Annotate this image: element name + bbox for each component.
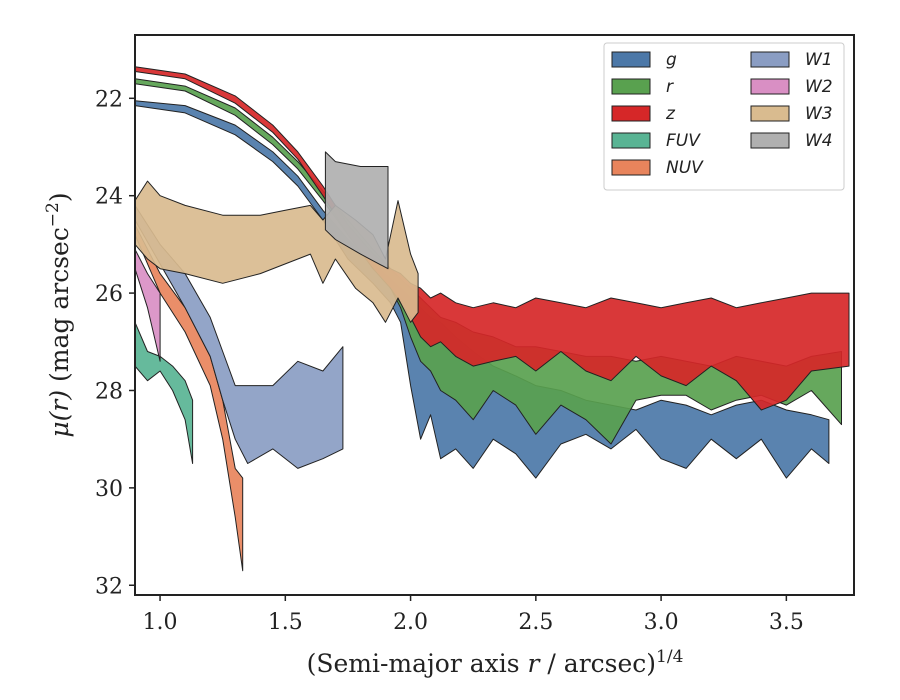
y-tick-label: 30 <box>95 477 123 502</box>
x-tick-label: 2.5 <box>518 610 553 635</box>
legend-label-w3: W3 <box>805 104 833 124</box>
legend-label-g: g <box>666 50 677 70</box>
legend-swatch-w4 <box>750 132 790 149</box>
legend-label-w4: W4 <box>805 131 833 151</box>
legend-swatch-w2 <box>750 78 790 95</box>
legend-swatch-w3 <box>750 105 790 122</box>
y-axis: 22 24 26 28 30 32 <box>95 87 135 599</box>
legend-swatch-g <box>611 51 651 68</box>
y-tick-label: 22 <box>95 87 123 112</box>
x-axis-label: (Semi-major axis r / arcsec)1/4 <box>307 647 684 678</box>
x-tick-label: 1.0 <box>143 610 178 635</box>
legend-label-nuv: NUV <box>666 158 704 178</box>
legend-label-w1: W1 <box>805 50 833 70</box>
x-tick-label: 2.0 <box>393 610 428 635</box>
legend-swatch-fuv <box>611 132 651 149</box>
series-layer <box>135 66 850 572</box>
series-band-w4 <box>324 151 389 270</box>
y-axis-label: μ(r) (mag arcsec−2) <box>43 192 74 437</box>
x-tick-label: 1.5 <box>268 610 303 635</box>
legend: grz FUV NUV W1 W2 W3 W4 <box>603 42 845 191</box>
legend-label-fuv: FUV <box>666 131 701 151</box>
legend-label-w2: W2 <box>805 77 833 97</box>
legend-label-r: r <box>666 77 674 97</box>
plot-frame <box>134 34 855 596</box>
series-band-w2 <box>135 248 161 362</box>
x-axis: 1.0 1.5 2.0 2.5 3.0 3.5 <box>143 595 804 635</box>
x-tick-label: 3.0 <box>644 610 679 635</box>
legend-swatch-nuv <box>611 159 651 176</box>
x-tick-label: 3.5 <box>769 610 804 635</box>
series-band-w1 <box>135 204 344 469</box>
y-tick-label: 24 <box>95 185 123 210</box>
legend-swatch-r <box>611 78 651 95</box>
y-tick-label: 32 <box>95 574 123 599</box>
legend-label-z: z <box>665 104 676 124</box>
y-tick-label: 26 <box>95 282 123 307</box>
legend-swatch-w1 <box>750 51 790 68</box>
legend-swatch-z <box>611 105 651 122</box>
y-tick-label: 28 <box>95 379 123 404</box>
